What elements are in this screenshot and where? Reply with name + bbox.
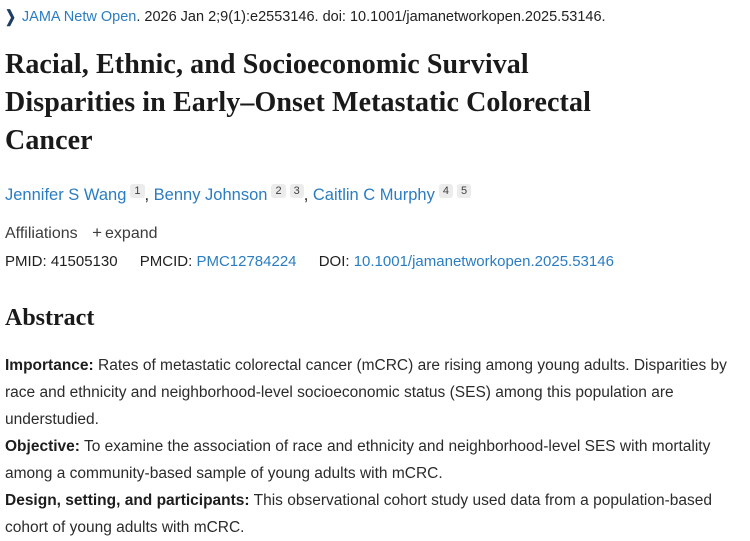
journal-name-link[interactable]: JAMA Netw Open [21,9,137,25]
author-link[interactable]: Jennifer S Wang [5,186,127,204]
affiliations-label: Affiliations [5,225,78,242]
abstract-section-label: Objective: [5,438,80,455]
article-title-line: Racial, Ethnic, and Socioeconomic Surviv… [5,49,529,80]
doi-group: DOI: 10.1001/jamanetworkopen.2025.53146 [319,253,614,270]
abstract-section-label: Importance: [5,357,94,374]
author-affiliation-sup[interactable]: 3 [289,184,304,198]
author-separator: , [144,186,154,204]
expand-label: expand [105,225,158,242]
abstract-section: Design, setting, and participants: This … [5,492,713,536]
doi-link[interactable]: 10.1001/jamanetworkopen.2025.53146 [353,253,614,270]
doi-label: DOI: [318,253,350,270]
abstract-section: Objective: To examine the association of… [5,438,711,482]
author-separator: , [303,186,313,204]
article-title-line: Cancer [5,125,93,156]
abstract-section-label: Design, setting, and participants: [5,492,250,509]
article-title-line: Disparities in Early–Onset Metastatic Co… [5,87,591,118]
journal-expand-chevron-icon[interactable]: ❯ [5,7,16,26]
pmcid-group: PMCID: PMC12784224 [140,253,301,270]
affiliations-expand-button[interactable]: + expand [92,223,157,243]
authors-list: Jennifer S Wang 1, Benny Johnson 2 3, Caitl… [5,184,744,206]
journal-citation-bar: ❯ JAMA Netw Open. 2026 Jan 2;9(1):e25531… [5,7,744,27]
article-title: Racial, Ethnic, and Socioeconomic Surviv… [5,46,744,160]
pmid-value: 41505130 [50,253,118,270]
pmcid-label: PMCID: [139,253,193,270]
abstract-heading: Abstract [5,305,95,331]
affiliations-row: Affiliations + expand [5,223,744,243]
author-affiliation-sup[interactable]: 2 [271,184,286,198]
pmid-group: PMID: 41505130 [5,253,122,270]
author-affiliation-sup[interactable]: 5 [456,184,472,198]
identifiers-row: PMID: 41505130 PMCID: PMC12784224 DOI: 1… [5,253,744,270]
abstract-section: Importance: Rates of metastatic colorect… [5,357,727,428]
author-affiliation-sup[interactable]: 1 [130,184,145,198]
pmcid-link[interactable]: PMC12784224 [196,253,297,270]
pmid-label: PMID: [5,253,47,270]
abstract-body: Importance: Rates of metastatic colorect… [5,352,744,541]
author-link[interactable]: Caitlin C Murphy [312,186,435,204]
plus-icon: + [92,223,103,242]
author-affiliation-sup[interactable]: 4 [438,184,453,198]
author-link[interactable]: Benny Johnson [153,186,268,204]
citation-details: . 2026 Jan 2;9(1):e2553146. doi: 10.1001… [136,9,606,25]
